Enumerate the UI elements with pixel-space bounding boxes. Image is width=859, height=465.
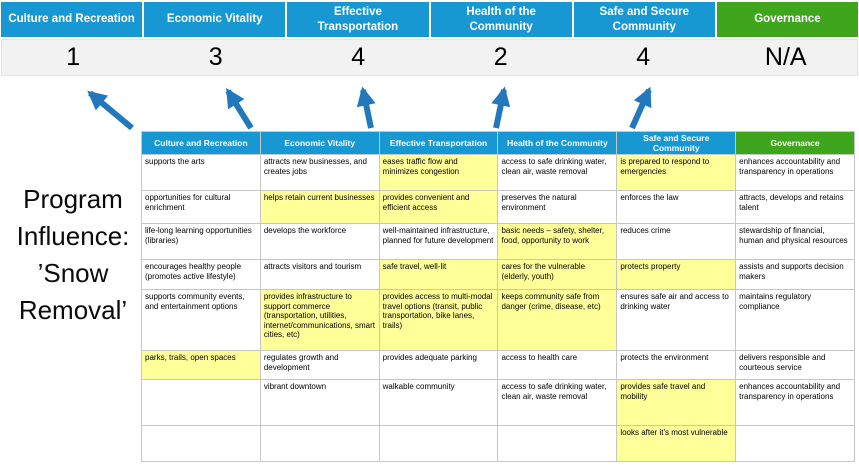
matrix-cell-7-2	[378, 425, 499, 463]
matrix-cell-3-4: protects property	[616, 259, 737, 291]
matrix-row-6: vibrant downtown walkable community access…	[141, 379, 855, 427]
matrix-cell-7-0	[141, 425, 261, 463]
matrix-cell-5-0: parks, trails, open spaces	[141, 350, 261, 381]
matrix-cell-3-1: attracts visitors and tourism	[259, 259, 380, 291]
matrix-cell-0-2: eases traffic flow and minimizes congest…	[378, 154, 499, 192]
category-header-band: Culture and Recreation Economic Vitality E…	[1, 2, 859, 37]
influence-matrix: Culture and Recreation Economic Vitality E…	[141, 130, 855, 463]
matrix-cell-1-1: helps retain current businesses	[259, 190, 380, 225]
category-header-2: Effective Transportation	[287, 2, 429, 37]
matrix-col-header-4: Safe and Secure Community	[616, 130, 737, 156]
matrix-cell-1-5: attracts, develops and retains talent	[735, 190, 855, 225]
score-band: 1 3 4 2 4 N/A	[1, 39, 858, 76]
matrix-cell-0-4: is prepared to respond to emergencies	[616, 154, 737, 192]
matrix-cell-1-2: provides convenient and efficient access	[378, 190, 499, 225]
matrix-row-5: parks, trails, open spaces regulates grow…	[141, 350, 855, 381]
matrix-col-header-0: Culture and Recreation	[141, 130, 261, 156]
matrix-cell-7-1	[259, 425, 380, 463]
matrix-cell-4-3: keeps community safe from danger (crime,…	[497, 289, 618, 352]
category-score-5: N/A	[764, 43, 807, 71]
category-score-1: 3	[208, 43, 223, 71]
program-influence-title: Program Influence: ’Snow Removal’	[16, 184, 130, 325]
influence-arrows	[87, 86, 652, 131]
influence-arrow-2	[225, 87, 254, 130]
influence-arrow-3	[356, 86, 376, 129]
category-header-0: Culture and Recreation	[1, 2, 143, 37]
matrix-cell-7-5	[735, 425, 855, 463]
matrix-cell-7-3	[497, 425, 618, 463]
matrix-row-0: supports the arts attracts new businesses…	[141, 154, 855, 192]
category-score-3: 2	[493, 43, 508, 71]
matrix-cell-2-0: life-long learning opportunities (librar…	[141, 223, 261, 261]
matrix-header-row: Culture and Recreation Economic Vitality E…	[141, 130, 855, 156]
influence-arrow-4	[491, 86, 511, 129]
matrix-cell-2-5: stewardship of financial, human and phys…	[735, 223, 855, 261]
matrix-row-7: looks after it's most vulnerable	[141, 425, 855, 463]
matrix-cell-0-5: enhances accountability and transparency…	[735, 154, 855, 192]
matrix-cell-1-0: opportunities for cultural enrichment	[141, 190, 261, 225]
matrix-cell-4-0: supports community events, and entertain…	[141, 289, 261, 352]
matrix-cell-0-0: supports the arts	[141, 154, 261, 192]
influence-arrow-5	[629, 86, 652, 130]
category-score-4: 4	[636, 43, 651, 71]
matrix-cell-5-3: access to health care	[497, 350, 618, 381]
matrix-col-header-2: Effective Transportation	[378, 130, 499, 156]
matrix-col-header-1: Economic Vitality	[259, 130, 380, 156]
matrix-cell-6-1: vibrant downtown	[259, 379, 380, 427]
matrix-cell-3-0: encourages healthy people (promotes acti…	[141, 259, 261, 291]
matrix-cell-3-5: assists and supports decision makers	[735, 259, 855, 291]
influence-arrow-1	[87, 90, 134, 131]
matrix-col-header-3: Health of the Community	[497, 130, 618, 156]
matrix-cell-2-2: well-maintained infrastructure, planned …	[378, 223, 499, 261]
matrix-cell-6-5: enhances accountability and transparency…	[735, 379, 855, 427]
category-header-5: Governance	[716, 2, 859, 37]
matrix-row-3: encourages healthy people (promotes acti…	[141, 259, 855, 291]
matrix-row-2: life-long learning opportunities (librar…	[141, 223, 855, 261]
matrix-cell-6-0	[141, 379, 261, 427]
matrix-cell-5-4: protects the environment	[616, 350, 737, 381]
matrix-cell-5-5: delivers responsible and courteous servi…	[735, 350, 855, 381]
category-header-1: Economic Vitality	[144, 2, 286, 37]
matrix-cell-6-3: access to safe drinking water, clean air…	[497, 379, 618, 427]
category-score-2: 4	[351, 43, 366, 71]
matrix-cell-0-1: attracts new businesses, and creates job…	[259, 154, 380, 192]
category-score-0: 1	[66, 43, 81, 71]
matrix-cell-4-1: provides infrastructure to support comme…	[259, 289, 380, 352]
matrix-cell-6-4: provides safe travel and mobility	[616, 379, 737, 427]
matrix-cell-2-4: reduces crime	[616, 223, 737, 261]
matrix-cell-4-4: ensures safe air and access to drinking …	[616, 289, 737, 352]
matrix-cell-5-2: provides adequate parking	[378, 350, 499, 381]
matrix-body: supports the arts attracts new businesses…	[141, 154, 855, 463]
matrix-cell-1-3: preserves the natural environment	[497, 190, 618, 225]
matrix-cell-1-4: enforces the law	[616, 190, 737, 225]
matrix-cell-0-3: access to safe drinking water, clean air…	[497, 154, 618, 192]
matrix-cell-4-2: provides access to multi-modal travel op…	[378, 289, 499, 352]
matrix-row-1: opportunities for cultural enrichment hel…	[141, 190, 855, 225]
matrix-cell-7-4: looks after it's most vulnerable	[616, 425, 737, 463]
matrix-row-4: supports community events, and entertain…	[141, 289, 855, 352]
matrix-col-header-5: Governance	[735, 130, 855, 156]
matrix-cell-3-2: safe travel, well-lit	[378, 259, 499, 291]
matrix-cell-3-3: cares for the vulnerable (elderly, youth…	[497, 259, 618, 291]
matrix-cell-6-2: walkable community	[378, 379, 499, 427]
matrix-cell-2-1: develops the workforce	[259, 223, 380, 261]
matrix-cell-5-1: regulates growth and development	[259, 350, 380, 381]
category-header-3: Health of the Community	[430, 2, 572, 37]
category-header-4: Safe and Secure Community	[573, 2, 715, 37]
matrix-cell-4-5: maintains regulatory compliance	[735, 289, 855, 352]
matrix-cell-2-3: basic needs – safety, shelter, food, opp…	[497, 223, 618, 261]
